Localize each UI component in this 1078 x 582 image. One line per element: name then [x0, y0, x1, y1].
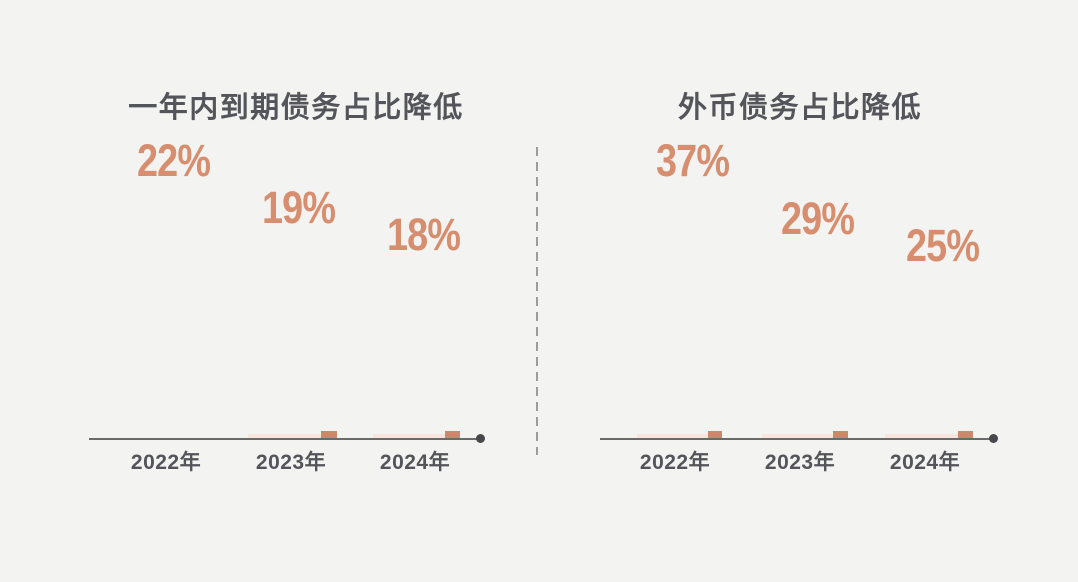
data-label-2022-left: 22% [137, 135, 211, 186]
x-axis-line-left [89, 438, 480, 440]
chart-title-foreign-currency-debt: 外币债务占比降低 [677, 92, 923, 125]
marker-tip [958, 431, 973, 438]
axis-end-dot-left [476, 434, 485, 443]
axis-marker-2023-left [248, 431, 337, 438]
panel-divider-dashed-line [536, 147, 538, 455]
marker-track [248, 434, 321, 438]
chart-title-short-term-debt: 一年内到期债务占比降低 [128, 92, 464, 125]
axis-end-dot-right [989, 434, 998, 443]
x-tick-2024-left: 2024年 [379, 451, 451, 474]
marker-tip [445, 431, 460, 438]
data-label-2023-left: 19% [262, 182, 336, 233]
data-label-2024-right: 25% [906, 220, 980, 271]
x-axis-line-right [600, 438, 993, 440]
x-tick-2023-left: 2023年 [255, 451, 327, 474]
marker-track [373, 434, 445, 438]
axis-marker-2024-left [373, 431, 460, 438]
axis-marker-2023-right [762, 431, 848, 438]
data-label-2024-left: 18% [387, 209, 461, 260]
marker-track [637, 434, 708, 438]
x-tick-2022-right: 2022年 [639, 451, 711, 474]
marker-tip [833, 431, 848, 438]
marker-track [885, 434, 958, 438]
x-tick-2023-right: 2023年 [764, 451, 836, 474]
marker-tip [708, 431, 722, 438]
axis-marker-2022-right [637, 431, 722, 438]
data-label-2022-right: 37% [656, 135, 730, 186]
x-tick-2022-left: 2022年 [130, 451, 202, 474]
data-label-2023-right: 29% [781, 193, 855, 244]
marker-tip [321, 431, 337, 438]
axis-marker-2024-right [885, 431, 973, 438]
marker-track [762, 434, 833, 438]
x-tick-2024-right: 2024年 [889, 451, 961, 474]
